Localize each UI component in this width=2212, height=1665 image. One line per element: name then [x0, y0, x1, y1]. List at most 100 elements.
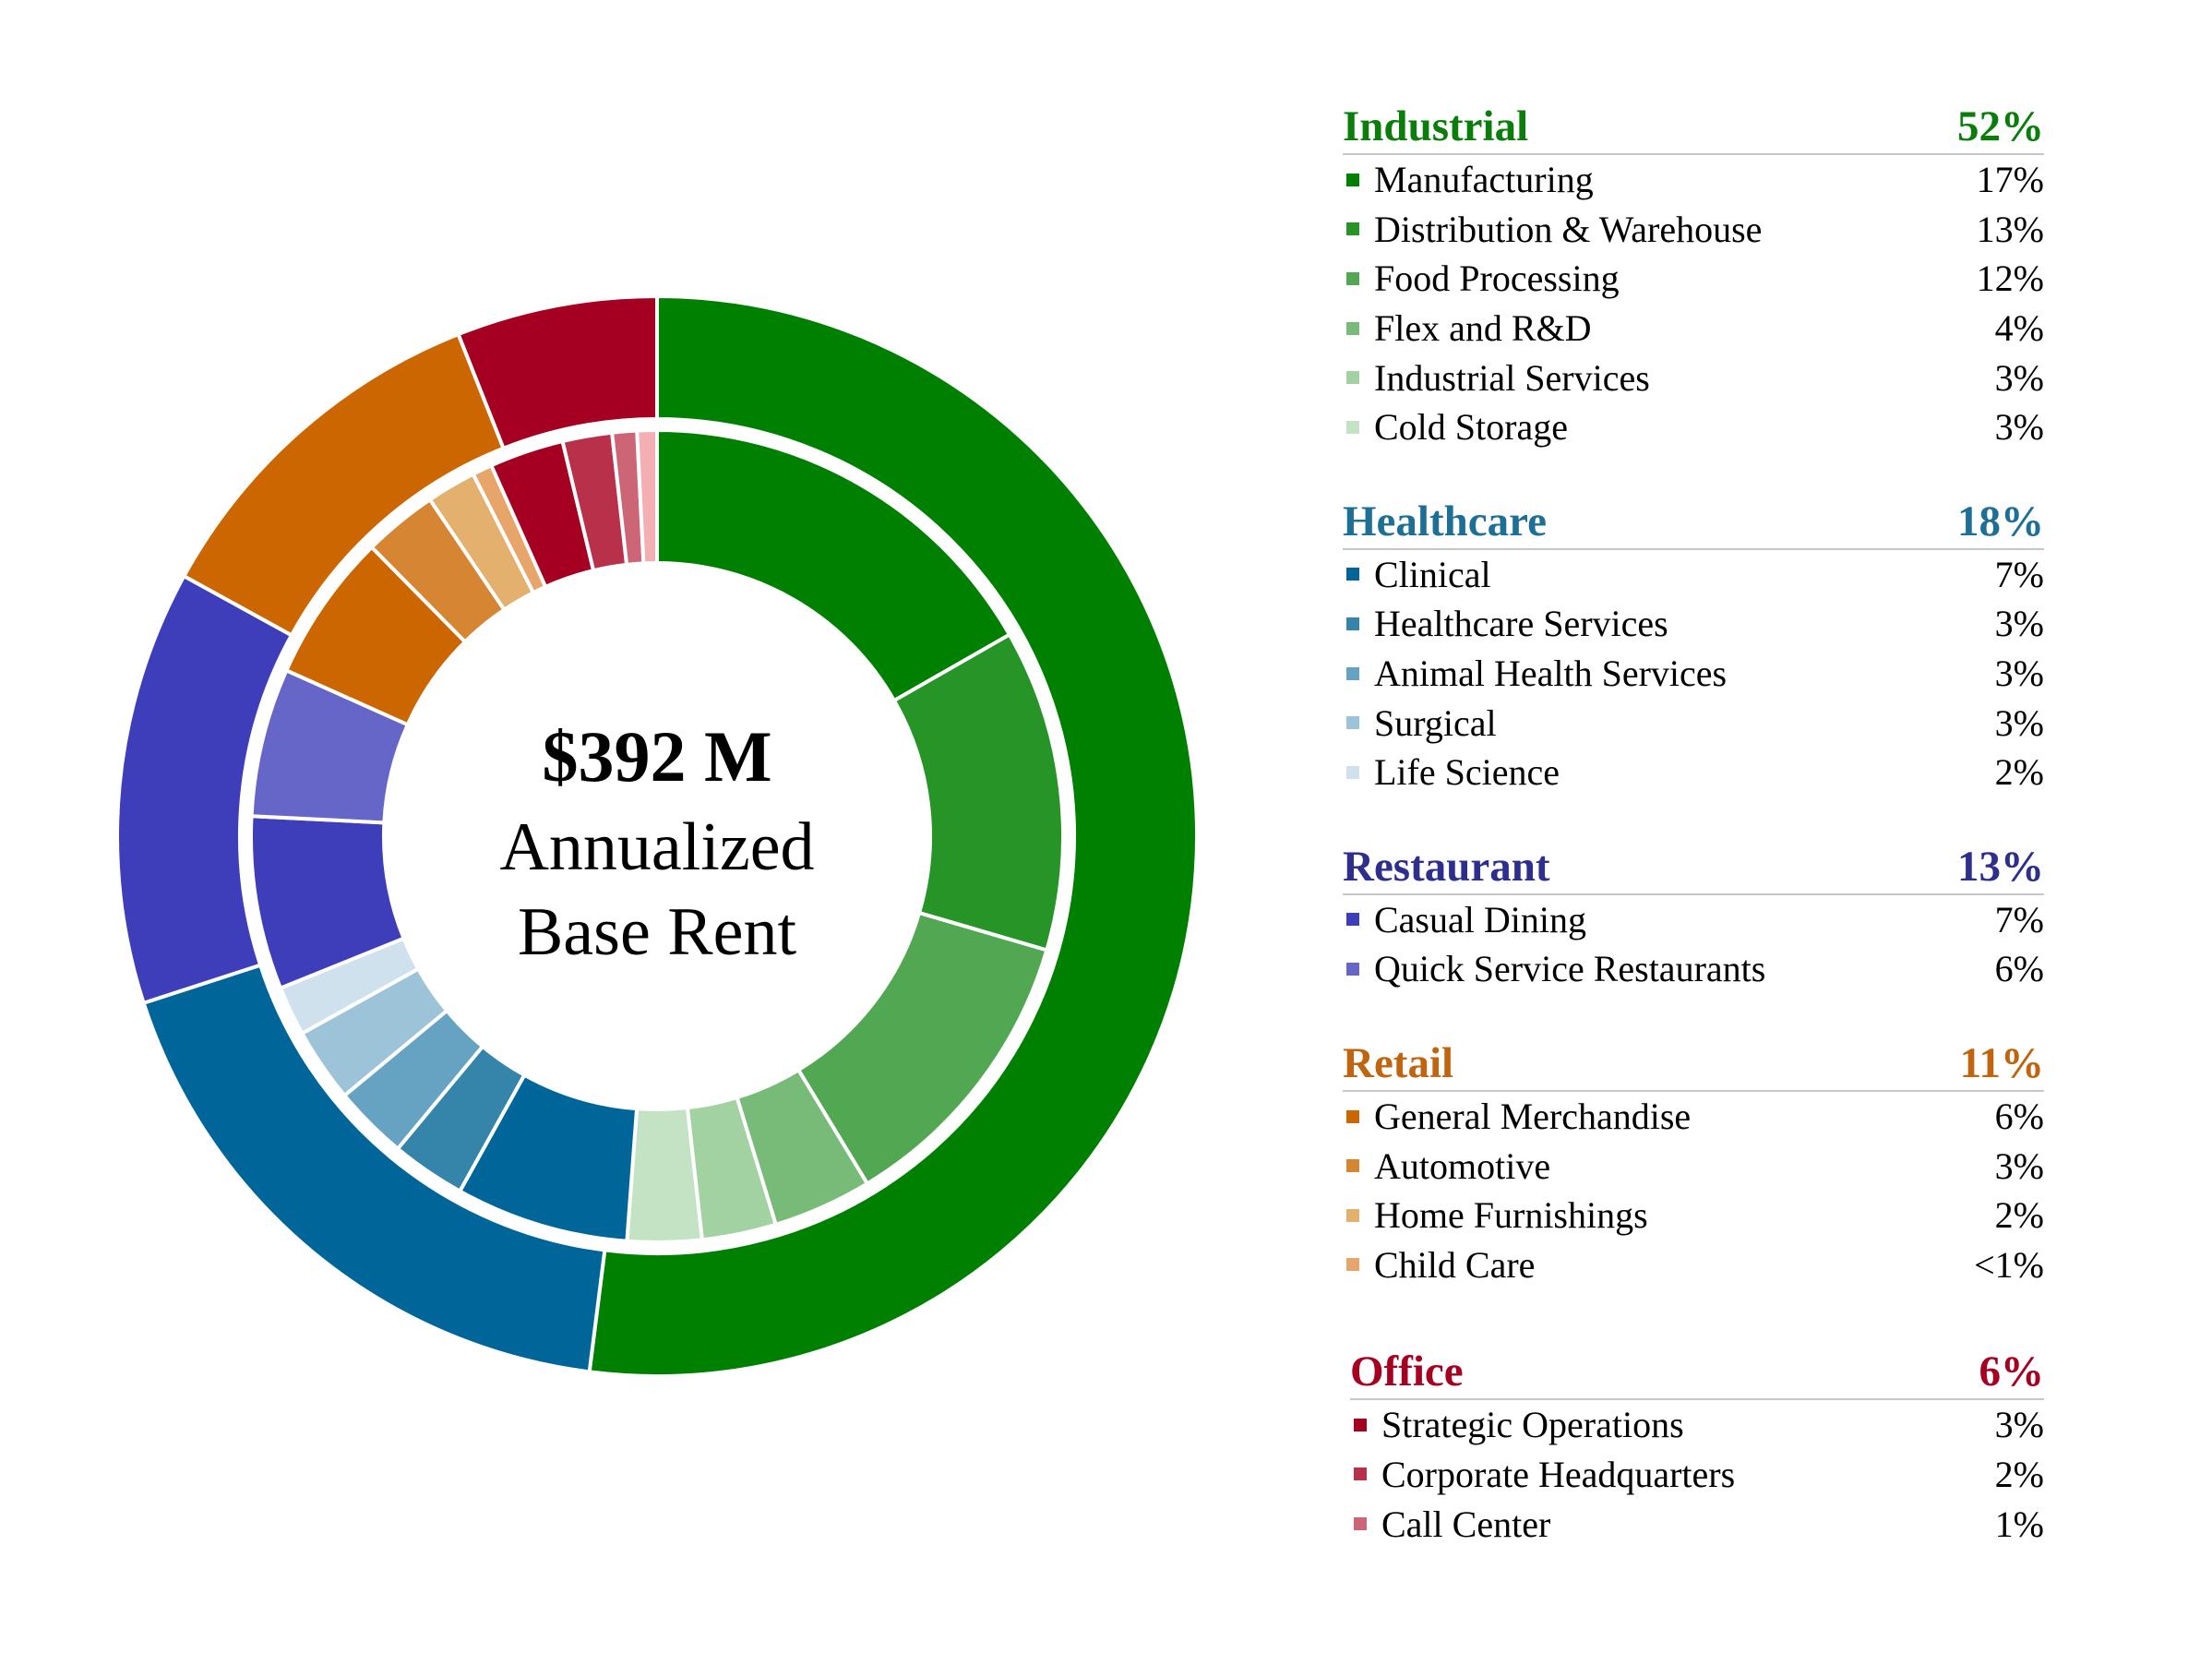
- legend-swatch: [1346, 568, 1359, 581]
- item-label: Quick Service Restaurants: [1374, 948, 1766, 990]
- item-pct: 7%: [1994, 553, 2044, 595]
- legend-group-header: Office 6%: [1350, 1345, 2045, 1401]
- legend-item-casual-dining: Casual Dining 7%: [1343, 895, 2044, 945]
- legend-item-flex-rd: Flex and R&D 4%: [1343, 304, 2044, 353]
- item-label: Automotive: [1374, 1144, 1551, 1187]
- legend-swatch: [1346, 1258, 1359, 1272]
- legend-group-header: Retail 11%: [1343, 1036, 2044, 1092]
- legend-item-manufacturing: Manufacturing 17%: [1343, 155, 2044, 205]
- item-pct: 17%: [1976, 159, 2044, 201]
- legend-item-corporate-headquarters: Corporate Headquarters 2%: [1350, 1450, 2044, 1500]
- item-label: Healthcare Services: [1374, 603, 1668, 645]
- item-pct: 3%: [1994, 1144, 2044, 1187]
- item-label: Distribution & Warehouse: [1374, 208, 1763, 250]
- legend-group-healthcare: Healthcare 18% Clinical 7% Healthcare Se…: [1343, 495, 2044, 797]
- legend-swatch: [1346, 271, 1359, 285]
- donut-chart: $392 M Annualized Base Rent: [115, 293, 1199, 1378]
- item-pct: 6%: [1994, 1096, 2044, 1138]
- legend-item-food-processing: Food Processing 12%: [1343, 254, 2044, 304]
- legend-swatch: [1346, 222, 1359, 236]
- legend-swatch: [1346, 913, 1359, 927]
- item-label: Casual Dining: [1374, 898, 1586, 940]
- inner-slice-extra: [635, 427, 659, 566]
- item-pct: 2%: [1994, 1453, 2044, 1495]
- item-pct: 2%: [1994, 1194, 2044, 1237]
- item-label: General Merchandise: [1374, 1096, 1692, 1138]
- group-label: Restaurant: [1343, 842, 1550, 891]
- legend-swatch: [1346, 962, 1359, 976]
- item-pct: 13%: [1976, 208, 2044, 250]
- item-label: Clinical: [1374, 553, 1491, 595]
- group-label: Retail: [1343, 1038, 1454, 1087]
- item-label: Industrial Services: [1374, 356, 1650, 399]
- legend-item-clinical: Clinical 7%: [1343, 550, 2044, 600]
- item-pct: 6%: [1994, 948, 2044, 990]
- group-pct: 6%: [1979, 1348, 2045, 1396]
- item-label: Strategic Operations: [1381, 1404, 1684, 1446]
- legend-group-restaurant: Restaurant 13% Casual Dining 7% Quick Se…: [1343, 840, 2044, 994]
- legend-swatch: [1346, 1208, 1359, 1222]
- group-pct: 13%: [1957, 842, 2044, 891]
- legend-swatch: [1346, 666, 1359, 680]
- outer-slice-industrial: [587, 293, 1199, 1378]
- group-label: Healthcare: [1343, 497, 1548, 545]
- legend-swatch: [1346, 765, 1359, 779]
- center-caption-line2: Base Rent: [518, 894, 797, 970]
- inner-ring: [249, 427, 1065, 1245]
- item-label: Manufacturing: [1374, 159, 1594, 201]
- legend-group-retail: Retail 11% General Merchandise 6% Automo…: [1343, 1036, 2044, 1289]
- item-pct: 2%: [1994, 751, 2044, 794]
- legend-item-automotive: Automotive 3%: [1343, 1141, 2044, 1191]
- item-pct: 3%: [1994, 406, 2044, 449]
- legend-swatch: [1346, 716, 1359, 730]
- legend-item-surgical: Surgical 3%: [1343, 698, 2044, 748]
- outer-slice-office: [456, 293, 659, 451]
- legend-item-general-merchandise: General Merchandise 6%: [1343, 1092, 2044, 1142]
- item-pct: 3%: [1994, 603, 2044, 645]
- item-pct: 3%: [1994, 1404, 2044, 1446]
- item-pct: <1%: [1974, 1243, 2044, 1286]
- item-label: Call Center: [1381, 1503, 1551, 1545]
- item-pct: 3%: [1994, 653, 2044, 695]
- legend-item-life-science: Life Science 2%: [1343, 748, 2044, 797]
- center-amount: $392 M: [542, 716, 771, 797]
- outer-ring: [115, 293, 1199, 1378]
- legend-swatch: [1346, 420, 1359, 434]
- group-pct: 18%: [1957, 497, 2044, 545]
- legend-item-cold-storage: Cold Storage 3%: [1343, 402, 2044, 452]
- legend-item-distribution-warehouse: Distribution & Warehouse 13%: [1343, 205, 2044, 255]
- legend-swatch: [1346, 173, 1359, 186]
- legend-swatch: [1346, 321, 1359, 335]
- item-pct: 3%: [1994, 356, 2044, 399]
- legend-swatch: [1346, 617, 1359, 630]
- item-label: Food Processing: [1374, 258, 1620, 300]
- legend-group-industrial: Industrial 52% Manufacturing 17% Distrib…: [1343, 100, 2044, 452]
- inner-slice-cold-storage: [625, 1105, 705, 1245]
- legend-item-strategic-operations: Strategic Operations 3%: [1350, 1400, 2044, 1450]
- item-label: Corporate Headquarters: [1381, 1453, 1736, 1495]
- legend-swatch: [1346, 371, 1359, 385]
- item-label: Flex and R&D: [1374, 307, 1592, 350]
- item-pct: 3%: [1994, 701, 2044, 744]
- legend-group-header: Industrial 52%: [1343, 100, 2044, 155]
- legend-item-call-center: Call Center 1%: [1350, 1499, 2044, 1549]
- item-pct: 4%: [1994, 307, 2044, 350]
- legend-swatch: [1354, 1517, 1367, 1531]
- item-pct: 12%: [1976, 258, 2044, 300]
- legend-swatch: [1346, 1159, 1359, 1173]
- item-pct: 1%: [1994, 1503, 2044, 1545]
- center-caption-line1: Annualized: [499, 809, 814, 885]
- legend-item-healthcare-services: Healthcare Services 3%: [1343, 599, 2044, 649]
- item-label: Life Science: [1374, 751, 1560, 794]
- item-label: Cold Storage: [1374, 406, 1568, 449]
- legend: Industrial 52% Manufacturing 17% Distrib…: [1343, 100, 2044, 1549]
- item-label: Animal Health Services: [1374, 653, 1728, 695]
- legend-item-child-care: Child Care <1%: [1343, 1240, 2044, 1290]
- group-label: Office: [1350, 1348, 1464, 1396]
- legend-group-header: Restaurant 13%: [1343, 840, 2044, 895]
- inner-slice-manufacturing: [655, 427, 1012, 703]
- group-label: Industrial: [1343, 102, 1529, 150]
- legend-item-home-furnishings: Home Furnishings 2%: [1343, 1191, 2044, 1240]
- legend-swatch: [1346, 1109, 1359, 1123]
- group-pct: 52%: [1957, 102, 2044, 150]
